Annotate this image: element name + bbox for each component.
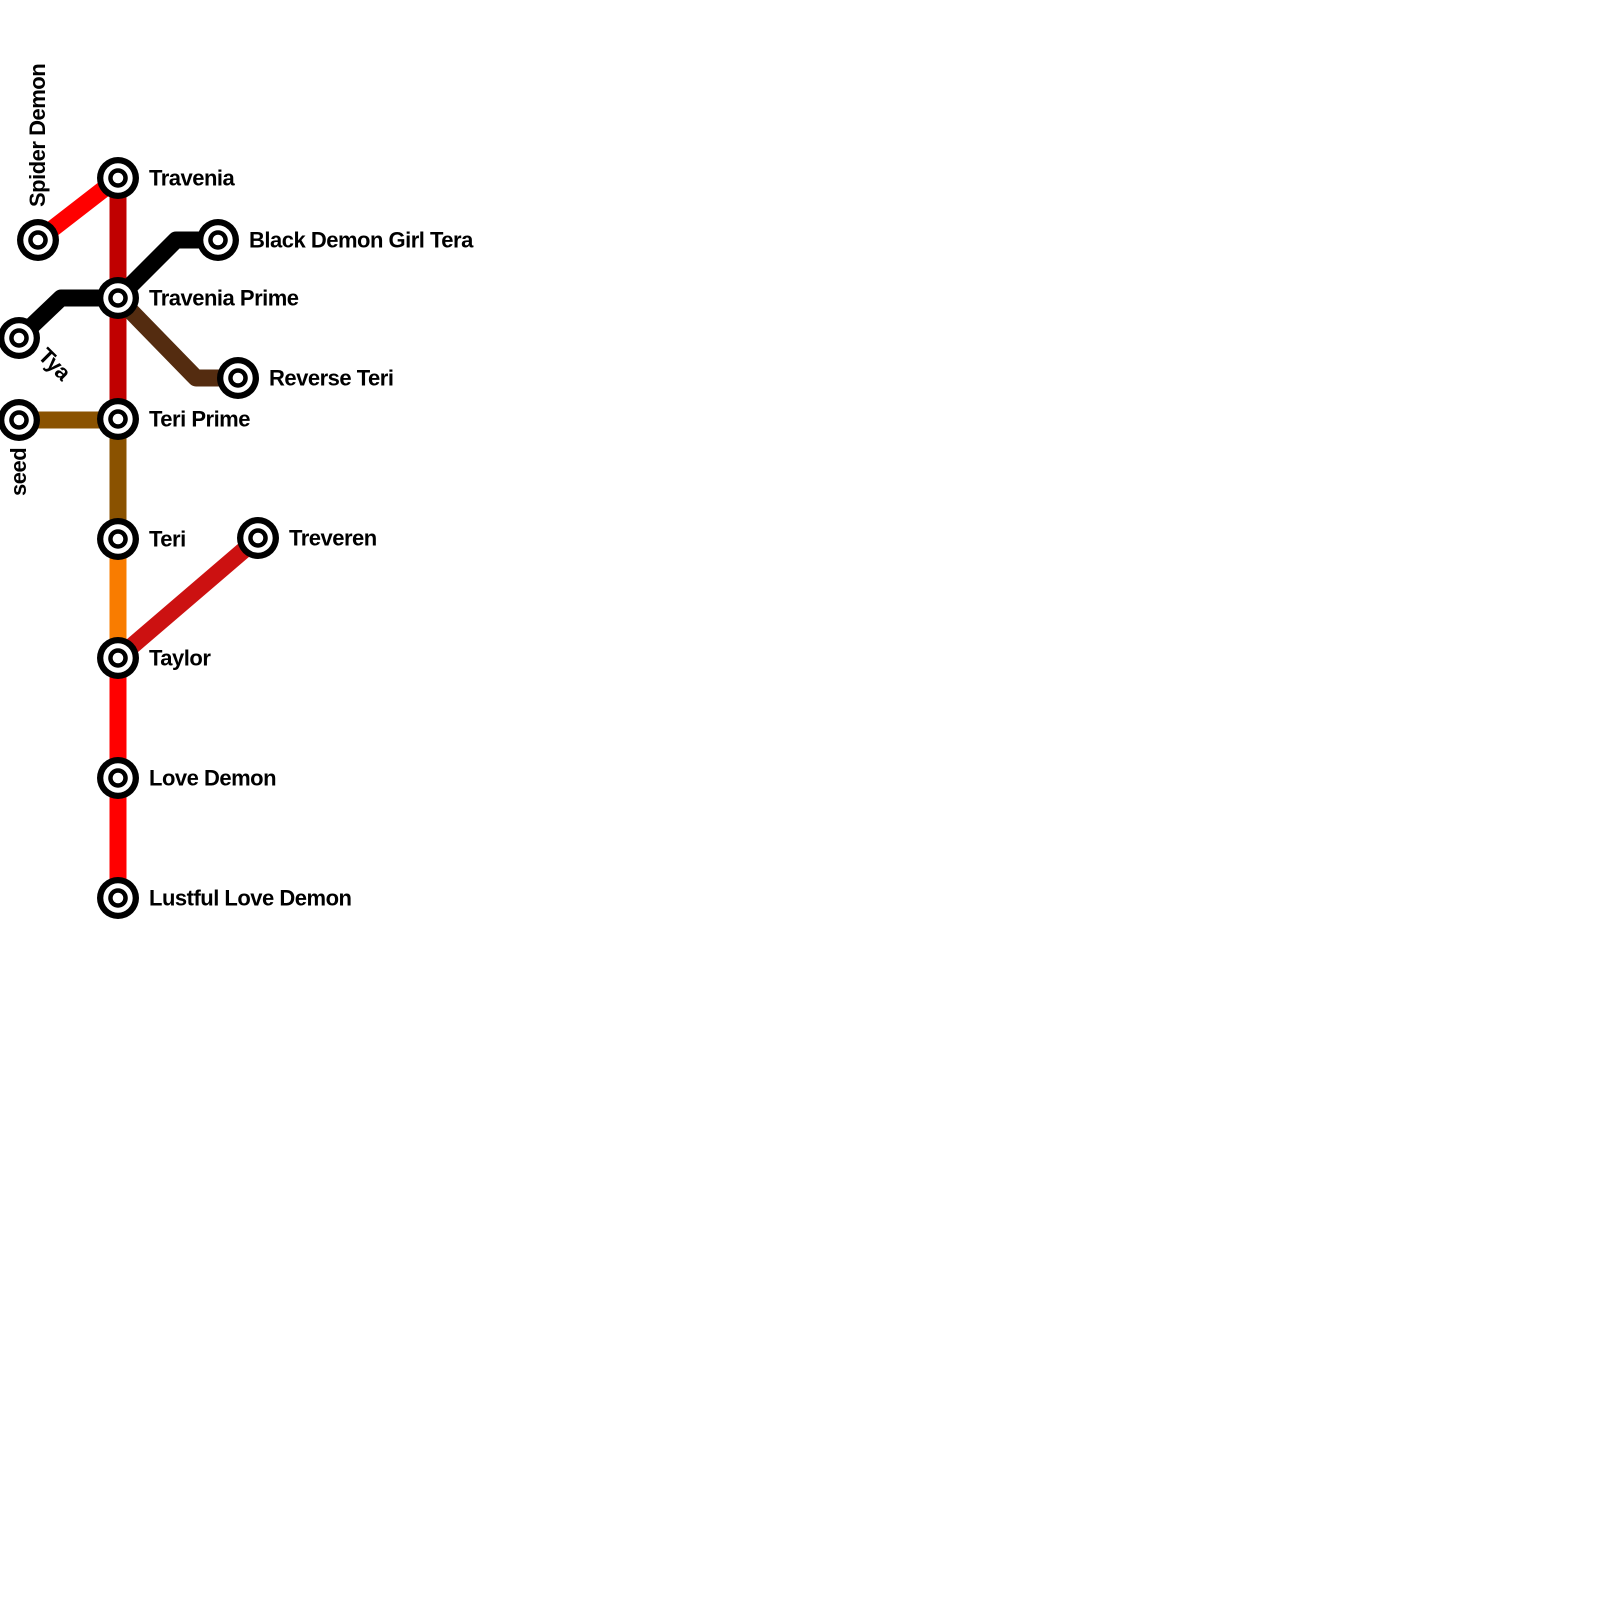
station-marker-seed [0, 399, 40, 441]
station-label-lustful-love-demon: Lustful Love Demon [149, 886, 352, 911]
station-marker-reverse-teri [217, 357, 259, 399]
station-core [112, 172, 124, 184]
station-label-spider-demon: Spider Demon [25, 64, 50, 207]
station-core [13, 414, 25, 426]
station-marker-travenia [97, 157, 139, 199]
station-label-reverse-teri: Reverse Teri [269, 366, 393, 391]
station-core [32, 234, 44, 246]
station-marker-love-demon [97, 757, 139, 799]
station-core [232, 372, 244, 384]
station-label-black-demon-girl-tera: Black Demon Girl Tera [249, 228, 474, 253]
station-core [212, 234, 224, 246]
stations-layer [0, 157, 279, 919]
station-marker-tya [0, 317, 40, 359]
station-core [13, 332, 25, 344]
station-label-travenia-prime: Travenia Prime [149, 286, 299, 311]
station-core [112, 413, 124, 425]
station-label-travenia: Travenia [149, 166, 236, 191]
station-label-love-demon: Love Demon [149, 766, 276, 791]
metro-line-treveren-taylor [112, 531, 264, 665]
station-marker-taylor [97, 637, 139, 679]
station-marker-lustful-love-demon [97, 877, 139, 919]
station-core [112, 652, 124, 664]
station-marker-treveren [237, 517, 279, 559]
station-label-treveren: Treveren [289, 526, 377, 551]
station-core [112, 533, 124, 545]
station-marker-travenia-prime [97, 277, 139, 319]
station-core [112, 772, 124, 784]
station-labels-layer: Spider Demon Travenia Black Demon Girl Ter… [6, 64, 475, 911]
station-marker-black-demon-girl-tera [197, 219, 239, 261]
station-marker-teri [97, 518, 139, 560]
station-label-teri-prime: Teri Prime [149, 407, 250, 432]
station-core [252, 532, 264, 544]
station-label-seed: seed [6, 448, 31, 496]
station-core [112, 892, 124, 904]
station-label-taylor: Taylor [149, 646, 211, 671]
station-core [112, 292, 124, 304]
station-label-teri: Teri [149, 527, 186, 552]
station-marker-spider-demon [17, 219, 59, 261]
station-marker-teri-prime [97, 398, 139, 440]
